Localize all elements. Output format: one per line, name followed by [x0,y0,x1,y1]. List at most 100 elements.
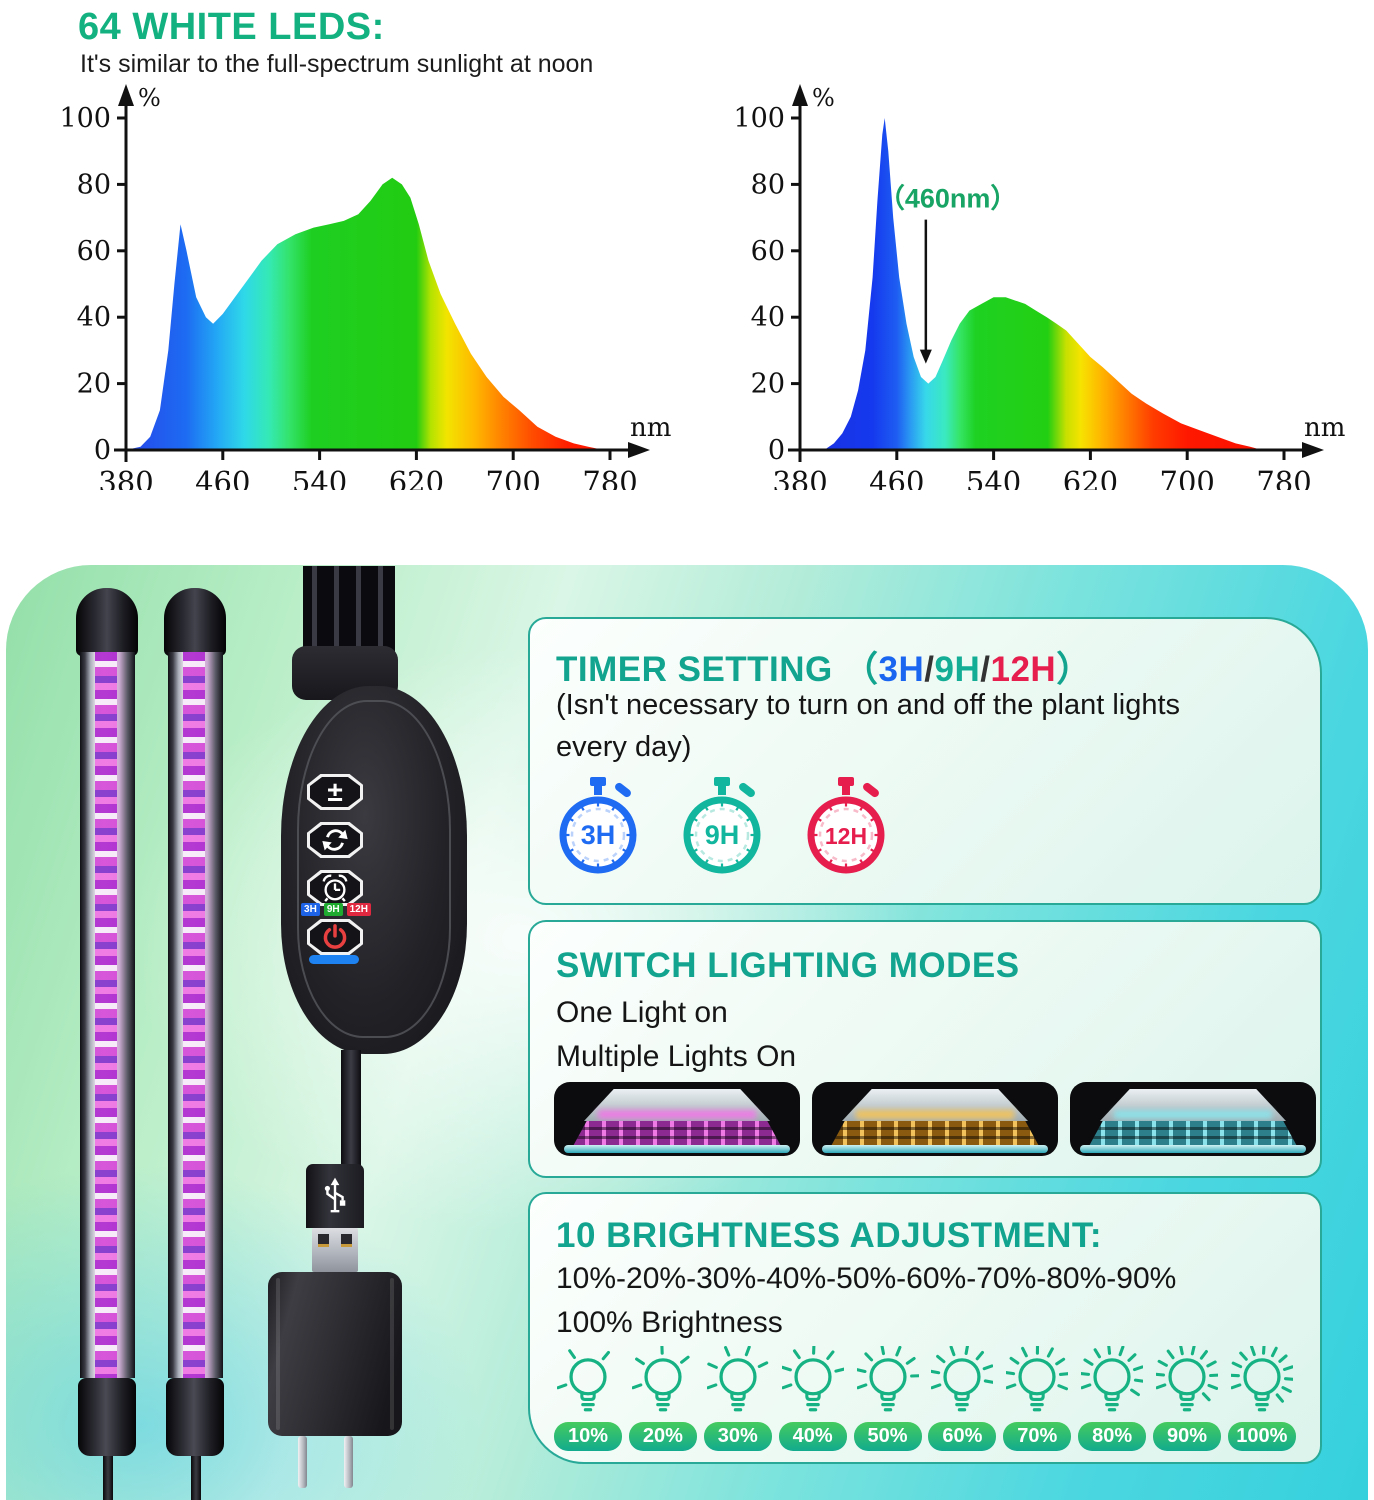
svg-text:540: 540 [292,465,347,490]
adapter-bevel [276,1278,280,1430]
timer-indicator-chips: 3H 9H 12H [301,903,371,916]
stopwatch-icon-12h: 12H [807,777,885,874]
brightness-button: ± [307,774,363,810]
grow-light-glow [1114,1110,1272,1119]
bulb-icon [856,1346,919,1412]
timer-desc-line2: every day) [556,731,692,763]
svg-text:540: 540 [966,465,1021,490]
led-tube-2 [168,652,223,1378]
svg-text:780: 780 [1256,465,1311,490]
svg-text:9H: 9H [705,820,740,850]
brightness-line1: 10%-20%-30%-40%-50%-60%-70%-80%-90% [556,1262,1177,1295]
svg-text:0: 0 [768,435,785,466]
svg-text:nm: nm [1304,413,1345,443]
brightness-level-20: 20% [627,1346,699,1451]
svg-text:80: 80 [751,169,785,200]
indicator-chip-12h: 12H [346,903,371,916]
modes-card-title: SWITCH LIGHTING MODES [556,946,1020,985]
spectrum-chart-right: 0 20 40 60 80 100 380 460 540 620 700 780% nm （460nm） [733,84,1345,490]
power-button [307,919,363,955]
svg-text:nm: nm [630,413,671,443]
cycle-icon [322,829,348,851]
brightness-level-90: 90% [1151,1346,1223,1451]
modes-line1: One Light on [556,996,728,1029]
svg-text:460: 460 [869,465,924,490]
brightness-badge: 60% [928,1422,997,1451]
alarm-clock-icon [322,874,348,902]
brightness-level-40: 40% [777,1346,849,1451]
seed-tray-grid [830,1121,1040,1148]
adapter-bevel [390,1278,394,1430]
bulb-icon [1081,1346,1144,1412]
svg-text:20: 20 [751,369,785,400]
timer-option-9h: 9H [678,777,766,882]
mode-photos-row [554,1082,1316,1156]
led-tube-1-cap [76,588,138,656]
plus-minus-icon: ± [327,776,343,807]
svg-text:780: 780 [582,465,637,490]
brightness-level-80: 80% [1076,1346,1148,1451]
svg-text:380: 380 [98,465,153,490]
spectrum-chart-left: 0 20 40 60 80 100 380 460 540 620 700 780% nm [59,84,671,490]
brightness-badge: 90% [1153,1422,1221,1451]
svg-text:12H: 12H [825,823,867,849]
svg-text:620: 620 [389,465,444,490]
bulb-icon [931,1346,994,1412]
controller: ± [281,686,467,1054]
svg-text:0: 0 [94,435,111,466]
grow-light-glow [856,1110,1014,1119]
brightness-level-60: 60% [926,1346,998,1451]
brightness-level-100: 100% [1226,1346,1298,1451]
seed-tray-base [1080,1145,1306,1153]
svg-text:380: 380 [772,465,827,490]
power-adapter [268,1272,402,1436]
mode-photo-pink [554,1082,800,1156]
page-subtitle: It's similar to the full-spectrum sunlig… [80,50,594,78]
svg-text:40: 40 [751,302,785,333]
modes-line2: Multiple Lights On [556,1040,797,1073]
bulb-icon [631,1346,690,1412]
bulb-icon [1156,1346,1218,1412]
bulb-icon [557,1349,610,1412]
timer-option-3h: 3H [554,777,642,882]
mode-photo-cool [1070,1082,1316,1156]
brightness-card: 10 BRIGHTNESS ADJUSTMENT: 10%-20%-30%-40… [528,1192,1322,1464]
timer-title-text: TIMER SETTING [556,650,833,689]
brightness-badge: 20% [628,1422,697,1451]
svg-text:3H: 3H [581,820,616,850]
stopwatch-icon-3h: 3H [559,777,637,874]
timer-desc-line1: (Isn't necessary to turn on and off the … [556,689,1181,721]
brightness-badge: 30% [703,1422,772,1451]
seed-tray-grid [572,1121,782,1148]
svg-text:700: 700 [486,465,541,490]
usb-metal-connector [312,1228,358,1272]
mode-cycle-button [307,822,363,858]
led-tube-2-endcap [166,1378,224,1456]
brightness-badge: 50% [853,1422,922,1451]
brightness-badge: 10% [554,1422,622,1451]
usb-plug [306,1164,364,1228]
svg-text:60: 60 [77,236,111,267]
svg-text:460: 460 [195,465,250,490]
seed-tray-grid [1088,1121,1298,1148]
svg-text:700: 700 [1160,465,1215,490]
led-tube-1 [80,652,135,1378]
svg-text:100: 100 [733,103,785,134]
controller-faceplate [297,700,451,1038]
timer-setting-card: TIMER SETTING （3H/9H/12H） (Isn't necessa… [528,617,1322,905]
brightness-level-50: 50% [852,1346,924,1451]
bulb-icon [706,1346,768,1412]
brightness-card-title: 10 BRIGHTNESS ADJUSTMENT: [556,1216,1102,1255]
seed-tray-base [564,1145,790,1153]
svg-text:%: % [812,84,835,112]
timer-card-title: TIMER SETTING （3H/9H/12H） [556,650,1092,689]
brightness-levels-row: 10% 20% 30% 40% 50% 60% 70% 80% 90% 100% [552,1346,1298,1451]
brightness-level-70: 70% [1001,1346,1073,1451]
svg-text:%: % [138,84,161,112]
led-tube-2-cable [191,1456,201,1500]
seed-tray-base [822,1145,1048,1153]
lighting-modes-card: SWITCH LIGHTING MODES One Light on Multi… [528,920,1322,1178]
brightness-level-10: 10% [552,1346,624,1451]
brightness-line2: 100% Brightness [556,1306,783,1339]
brightness-level-30: 30% [702,1346,774,1451]
